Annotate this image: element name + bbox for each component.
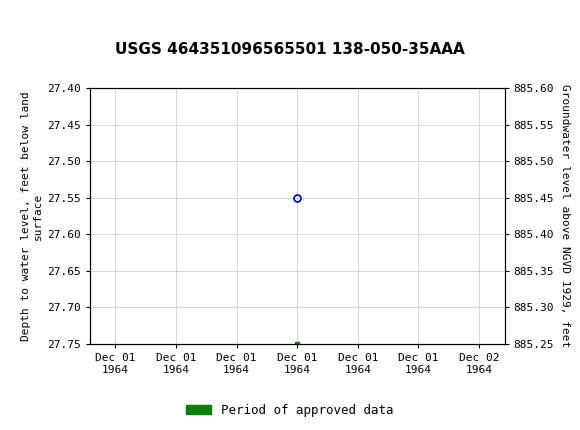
Legend: Period of approved data: Period of approved data bbox=[181, 399, 399, 421]
Y-axis label: Depth to water level, feet below land
surface: Depth to water level, feet below land su… bbox=[21, 91, 43, 341]
Y-axis label: Groundwater level above NGVD 1929, feet: Groundwater level above NGVD 1929, feet bbox=[560, 84, 570, 348]
Text: USGS: USGS bbox=[55, 11, 110, 29]
Text: USGS 464351096565501 138-050-35AAA: USGS 464351096565501 138-050-35AAA bbox=[115, 42, 465, 57]
